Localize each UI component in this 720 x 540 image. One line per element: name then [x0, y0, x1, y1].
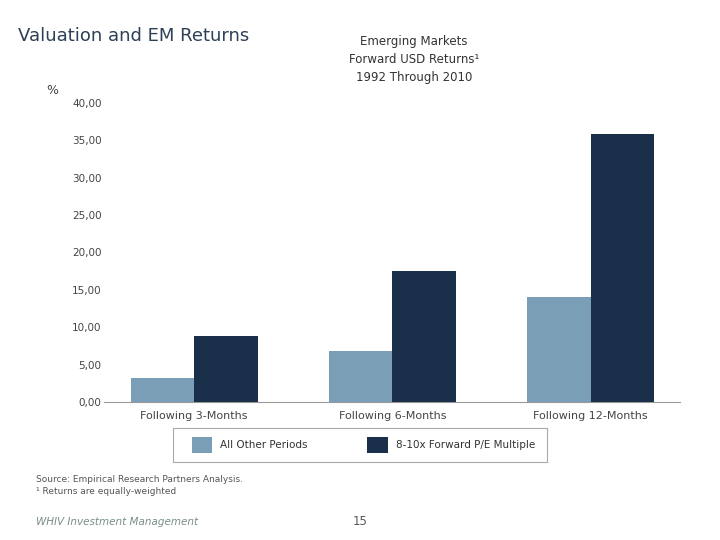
- Bar: [192, 436, 212, 454]
- Text: All Other Periods: All Other Periods: [220, 440, 307, 450]
- Text: Valuation and EM Returns: Valuation and EM Returns: [18, 27, 249, 45]
- Bar: [194, 336, 258, 402]
- Text: ¹ Returns are equally-weighted: ¹ Returns are equally-weighted: [36, 487, 176, 496]
- Text: Source: Empirical Research Partners Analysis.: Source: Empirical Research Partners Anal…: [36, 475, 243, 484]
- Bar: [527, 298, 590, 402]
- Bar: [367, 436, 388, 454]
- Y-axis label: %: %: [47, 84, 58, 97]
- Bar: [392, 271, 456, 402]
- Text: 15: 15: [353, 515, 367, 528]
- Bar: [130, 379, 194, 402]
- Bar: [329, 352, 392, 402]
- Text: Emerging Markets
Forward USD Returns¹
1992 Through 2010: Emerging Markets Forward USD Returns¹ 19…: [348, 35, 480, 84]
- Text: 8-10x Forward P/E Multiple: 8-10x Forward P/E Multiple: [395, 440, 535, 450]
- Text: WHIV Investment Management: WHIV Investment Management: [36, 517, 198, 527]
- Bar: [590, 134, 654, 402]
